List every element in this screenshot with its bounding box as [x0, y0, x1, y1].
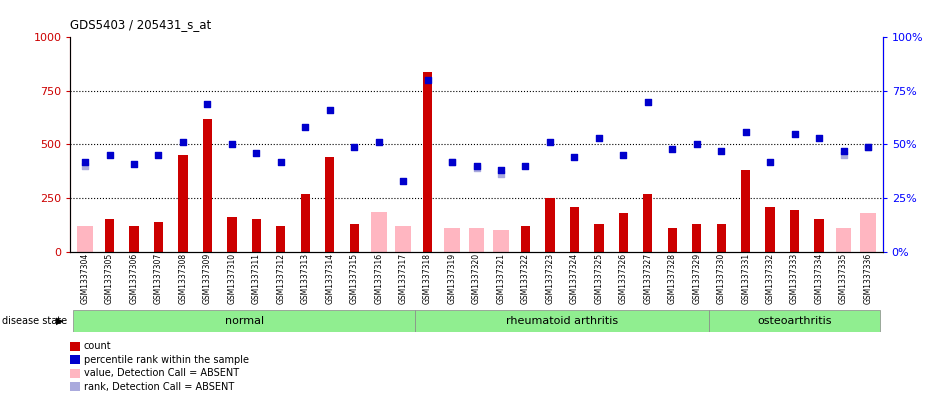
Bar [70, 342, 80, 351]
Point [665, 145, 680, 152]
FancyBboxPatch shape [415, 310, 709, 332]
Bar [70, 369, 80, 378]
FancyBboxPatch shape [709, 310, 880, 332]
Bar [692, 224, 701, 252]
Bar [643, 194, 653, 252]
Point [78, 163, 93, 169]
Point [102, 152, 117, 158]
Text: rheumatoid arthritis: rheumatoid arthritis [506, 316, 618, 326]
Point [616, 152, 631, 158]
Text: GDS5403 / 205431_s_at: GDS5403 / 205431_s_at [70, 18, 211, 31]
Point [395, 178, 410, 184]
Point [787, 130, 802, 137]
Text: rank, Detection Call = ABSENT: rank, Detection Call = ABSENT [84, 382, 234, 392]
Point [836, 152, 851, 158]
Bar [619, 213, 628, 252]
Bar [203, 119, 212, 252]
Text: value, Detection Call = ABSENT: value, Detection Call = ABSENT [84, 368, 239, 378]
Bar [227, 217, 237, 252]
Point [860, 143, 875, 150]
Bar [105, 219, 115, 252]
Point [444, 158, 459, 165]
Point [836, 148, 851, 154]
Bar [716, 224, 726, 252]
Point [714, 148, 729, 154]
Text: ▶: ▶ [56, 316, 64, 326]
Bar [469, 228, 485, 252]
Text: disease state: disease state [2, 316, 67, 326]
Bar [154, 222, 163, 252]
Bar [300, 194, 310, 252]
Bar [493, 230, 509, 252]
Text: count: count [84, 341, 112, 351]
Point [592, 135, 607, 141]
Bar [594, 224, 604, 252]
Bar [70, 382, 80, 391]
Bar [423, 72, 432, 252]
Bar [860, 213, 876, 252]
Point [200, 101, 215, 107]
Bar [325, 157, 334, 252]
Point [249, 150, 264, 156]
Bar [814, 219, 824, 252]
Point [543, 139, 558, 145]
Bar [130, 226, 139, 252]
Bar [395, 226, 411, 252]
Point [470, 165, 485, 171]
Bar [765, 207, 775, 252]
Bar [349, 224, 359, 252]
Point [176, 139, 191, 145]
Point [640, 98, 655, 105]
Bar [546, 198, 555, 252]
FancyBboxPatch shape [73, 310, 415, 332]
Point [371, 139, 386, 145]
Point [518, 163, 533, 169]
Point [860, 143, 875, 150]
Point [494, 171, 509, 178]
Point [444, 158, 459, 165]
Point [346, 143, 362, 150]
Text: normal: normal [224, 316, 264, 326]
Bar [70, 355, 80, 364]
Bar [741, 170, 750, 252]
Point [298, 124, 313, 130]
Text: percentile rank within the sample: percentile rank within the sample [84, 355, 249, 365]
Point [322, 107, 337, 113]
Point [689, 141, 704, 147]
Point [811, 135, 826, 141]
Bar [521, 226, 531, 252]
Point [470, 163, 485, 169]
Bar [276, 226, 285, 252]
Point [273, 158, 288, 165]
Bar [77, 226, 93, 252]
Point [224, 141, 239, 147]
Point [738, 129, 753, 135]
Bar [570, 207, 579, 252]
Bar [252, 219, 261, 252]
Bar [836, 228, 852, 252]
Bar [178, 155, 188, 252]
Point [494, 167, 509, 173]
Point [762, 158, 777, 165]
Point [127, 161, 142, 167]
Text: osteoarthritis: osteoarthritis [758, 316, 832, 326]
Bar [790, 210, 799, 252]
Bar [668, 228, 677, 252]
Point [420, 77, 435, 83]
Bar [371, 212, 387, 252]
Bar [444, 228, 460, 252]
Point [151, 152, 166, 158]
Point [78, 158, 93, 165]
Point [567, 154, 582, 160]
